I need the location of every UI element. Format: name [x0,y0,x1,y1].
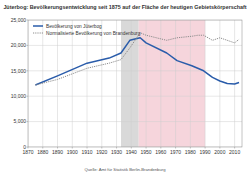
grid-line [28,96,242,97]
x-tick-label: 1980 [185,149,196,155]
grid-line [131,20,132,147]
x-tick-label: 1900 [67,149,78,155]
x-tick-label: 1940 [126,149,137,155]
x-tick-label: 1920 [96,149,107,155]
grid-line [205,20,206,147]
grid-line [146,20,147,147]
x-tick-label: 1880 [37,149,48,155]
chart: Jüterbog: Bevölkerungsentwicklung seit 1… [0,0,250,177]
grid-line [175,20,176,147]
legend-swatch [33,25,43,27]
x-tick [72,147,73,149]
grid-line [28,45,242,46]
y-tick-label: 10,000 [11,93,27,99]
y-tick [27,45,29,46]
y-tick-label: 15,000 [11,68,27,74]
x-tick [28,147,29,149]
y-tick [27,147,29,148]
x-tick-label: 1970 [170,149,181,155]
source: Quelle: Amt für Statistik Berlin-Branden… [85,167,167,172]
grid-line [116,20,117,147]
x-tick [101,147,102,149]
y-tick [27,121,29,122]
x-tick-label: 1870 [22,149,33,155]
legend-swatch [33,33,43,34]
x-tick-label: 1930 [111,149,122,155]
x-tick [57,147,58,149]
plot-area [28,20,242,147]
x-tick [87,147,88,149]
x-tick [160,147,161,149]
legend: Bevölkerung von Jüterbog Normalisierte Be… [33,24,141,36]
frame [28,20,242,147]
y-tick-label: 20,000 [11,42,27,48]
grid-line [57,20,58,147]
x-tick-label: 1910 [81,149,92,155]
y-tick [27,96,29,97]
y-tick [27,20,29,21]
x-tick-label: 1960 [155,149,166,155]
x-tick [234,147,235,149]
grid-line [101,20,102,147]
grid-line [72,20,73,147]
series-line [35,38,239,85]
period [139,20,205,147]
y-tick-label: 5,000 [13,118,26,124]
x-tick [146,147,147,149]
grid-line [219,20,220,147]
series-line [35,33,239,85]
x-tick [42,147,43,149]
grid-line [28,70,242,71]
x-tick [219,147,220,149]
title: Jüterbog: Bevölkerungsentwicklung seit 1… [3,4,246,10]
legend-label: Normalisierte Bevölkerung von Brandenbur… [46,31,141,36]
y-tick [27,70,29,71]
grid-line [87,20,88,147]
y-tick-label: 25,000 [11,17,27,23]
grid-line [190,20,191,147]
legend-label: Bevölkerung von Jüterbog [46,24,102,29]
x-tick [190,147,191,149]
x-tick-label: 1950 [141,149,152,155]
x-tick-label: 2010 [229,149,240,155]
grid-line [28,121,242,122]
x-tick [175,147,176,149]
x-tick-label: 1990 [200,149,211,155]
x-tick-label: 2000 [214,149,225,155]
x-tick [205,147,206,149]
x-tick [131,147,132,149]
x-tick-label: 1890 [52,149,63,155]
x-tick [116,147,117,149]
